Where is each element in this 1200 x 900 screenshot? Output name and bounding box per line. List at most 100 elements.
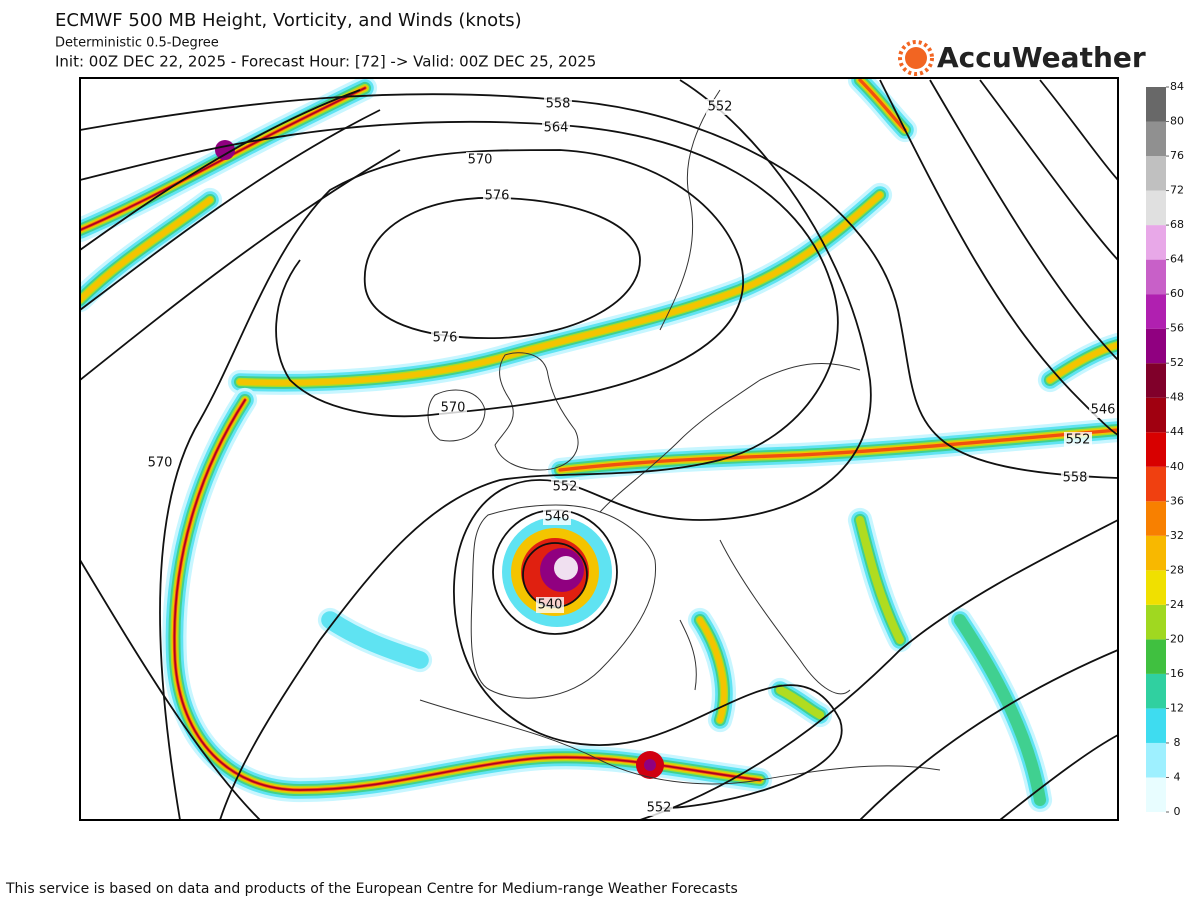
colorbar-tick-label: 32 (1170, 529, 1184, 542)
colorbar-segment (1146, 294, 1166, 329)
contour-label-bg (645, 800, 673, 816)
contour (80, 89, 361, 251)
colorbar-tick-label: 48 (1170, 391, 1184, 404)
colorbar-tick-label: 80 (1170, 115, 1184, 128)
contour-labels: 558 5525645705765765705705525465405585525… (146, 96, 1117, 816)
contour-label-bg (431, 330, 459, 346)
logo: AccuWeather (898, 40, 1146, 76)
logo-sun (905, 47, 927, 69)
title: ECMWF 500 MB Height, Vorticity, and Wind… (55, 10, 522, 31)
contour-label: 552 (647, 801, 672, 816)
contour-label-bg (706, 99, 734, 115)
contour-label: 558 (546, 97, 571, 112)
coastline-italy (679, 539, 851, 695)
height-contours (80, 79, 1118, 820)
contour-label: 564 (544, 121, 569, 136)
contour-label: 570 (148, 456, 173, 471)
vorticity-band (697, 617, 727, 723)
contour-label: 552 (553, 480, 578, 495)
contour-label: 540 (538, 598, 563, 613)
colorbar-tick-label: 12 (1170, 701, 1184, 714)
coastline-uk (494, 352, 579, 471)
colorbar-tick-label: 20 (1170, 632, 1184, 645)
contour-label-bg (543, 509, 571, 525)
colorbar-segment (1146, 570, 1166, 605)
colorbar-segment (1146, 225, 1166, 260)
logo-text: AccuWeather (937, 41, 1146, 74)
colorbar-segment (1146, 363, 1166, 398)
contour-label: 552 (1066, 433, 1091, 448)
coastline-ireland (427, 389, 486, 442)
contour (979, 79, 1118, 261)
vorticity-band (1047, 342, 1118, 383)
colorbar-segment (1146, 501, 1166, 536)
colorbar-segment (1146, 397, 1166, 433)
contour-label: 546 (545, 510, 570, 525)
contour (879, 79, 1118, 436)
colorbar-segment (1146, 156, 1166, 191)
vorticity-band (953, 613, 1047, 807)
colorbar-tick-label: 76 (1170, 149, 1184, 162)
contour (999, 734, 1118, 820)
colorbar-segment (1146, 328, 1166, 364)
colorbar-tick-label: 24 (1170, 598, 1184, 611)
colorbar-tick-label: 28 (1170, 563, 1184, 576)
colorbar-tick-label: 64 (1170, 253, 1184, 266)
vorticity-band (775, 685, 825, 720)
colorbar-tick-label: 52 (1170, 356, 1184, 369)
contour-label: 570 (441, 401, 466, 416)
contour-label-bg (146, 455, 174, 471)
colorbar-segment (1146, 190, 1166, 226)
coastline-norway (659, 89, 721, 331)
contour-label: 570 (468, 153, 493, 168)
contour-label-bg (551, 479, 579, 495)
contour-label-bg (536, 597, 564, 613)
footer: This service is based on data and produc… (5, 881, 738, 897)
contour (80, 93, 1118, 479)
vorticity-field (80, 78, 1118, 813)
vorticity-band (858, 78, 907, 132)
colorbar-tick-label: 56 (1170, 322, 1184, 335)
map-frame (79, 77, 1119, 821)
contour (80, 149, 401, 381)
colorbar-tick-label: 72 (1170, 184, 1184, 197)
vorticity-band (855, 515, 905, 645)
colorbar-segment (1146, 432, 1166, 467)
colorbar-segment (1146, 708, 1166, 743)
contour-label: 546 (1091, 403, 1116, 418)
colorbar-segment (1146, 466, 1166, 502)
colorbar-segment (1146, 121, 1166, 157)
coastline-france (599, 363, 861, 513)
contour (80, 109, 381, 311)
contour-label-bg (1064, 432, 1092, 448)
contour (859, 649, 1118, 820)
contour-label-bg (542, 120, 570, 136)
contour-label-bg (544, 96, 572, 112)
colorbar-tick-label: 84 (1170, 80, 1184, 93)
coastline-iberia (470, 504, 657, 699)
logo-rays (898, 40, 934, 76)
colorbar-segment (1146, 639, 1166, 674)
colorbar-tick-label: 36 (1170, 494, 1184, 507)
contour (80, 120, 839, 820)
vorticity-core (644, 759, 656, 771)
contour-label: 576 (485, 189, 510, 204)
contour (159, 149, 744, 820)
contour-label-bg (483, 188, 511, 204)
coastline-africa (419, 699, 941, 785)
colorbar-tick-label: 0 (1174, 805, 1181, 818)
vorticity-core (554, 556, 578, 580)
contour-label-bg (466, 152, 494, 168)
colorbar-segment (1146, 259, 1166, 295)
contour (1039, 79, 1118, 181)
colorbar-segment (1146, 87, 1166, 122)
colorbar-segment (1146, 673, 1166, 709)
contour (929, 79, 1118, 361)
colorbar: 0481216202428323640444852566064687276808… (1146, 80, 1184, 818)
contour-label: 576 (433, 331, 458, 346)
contour (80, 559, 261, 820)
colorbar-tick-label: 8 (1174, 736, 1181, 749)
contour (639, 519, 1118, 820)
